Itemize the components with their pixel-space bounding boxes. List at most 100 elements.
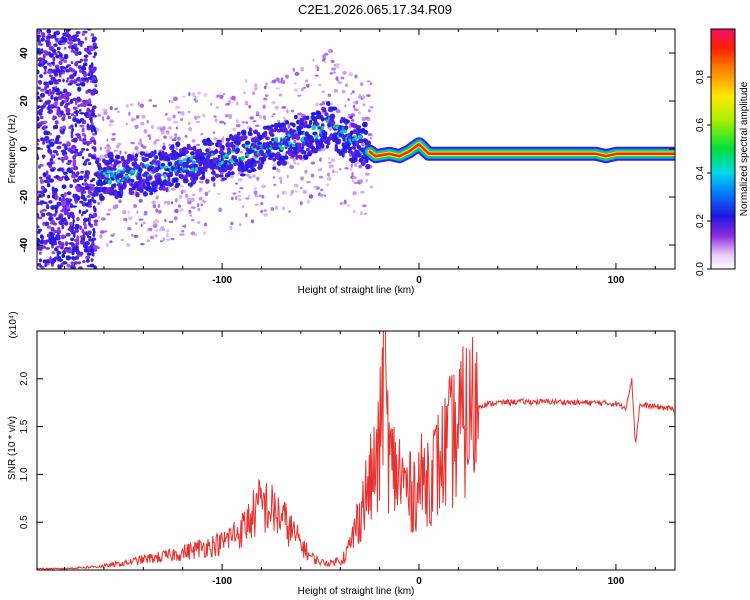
spectrogram-scatter-mark [187, 121, 191, 126]
spectrogram-noise-mark [59, 126, 64, 131]
spectrogram-scatter-mark [223, 121, 226, 125]
spectrogram-noise-mark [82, 141, 88, 145]
spectrogram-scatter-mark [215, 106, 220, 109]
spectrogram-noise-mark [86, 114, 92, 118]
spectrogram-noise-mark [78, 108, 82, 112]
spectrogram-noise-mark [65, 255, 72, 261]
spectrogram-band-mark [139, 187, 144, 194]
spectrogram-noise-mark [38, 57, 43, 62]
spectrogram-scatter-mark [97, 216, 101, 219]
spectrogram-noise-mark [63, 46, 67, 50]
spectrogram-noise-mark [65, 232, 71, 237]
spectrogram-scatter-mark [263, 213, 269, 217]
spectrogram-scatter-mark [358, 164, 362, 169]
spectrogram-noise-mark [69, 222, 73, 226]
spectrogram-scatter-mark [284, 74, 290, 79]
spectrogram-scatter-mark [329, 164, 334, 168]
spectrogram-noise-mark [48, 88, 52, 94]
spectrogram-scatter-mark [253, 86, 258, 91]
spectrogram-band-mark [296, 142, 302, 148]
spectrogram-scatter-mark [170, 237, 175, 241]
spectrogram-scatter-mark [109, 106, 113, 110]
spectrogram-ylabel: Frequency (Hz) [7, 115, 18, 184]
spectrogram-noise-mark [47, 110, 53, 114]
spectrogram-band-mark [283, 155, 289, 160]
spectrogram-noise-mark [79, 82, 83, 86]
spectrogram-scatter-mark [168, 99, 171, 103]
spectrogram-noise-mark [54, 100, 59, 105]
spectrogram-scatter-mark [314, 102, 320, 107]
spectrogram-noise-mark [91, 178, 96, 181]
spectrogram-scatter-mark [106, 138, 109, 142]
spectrogram-stable-band-red [368, 142, 675, 158]
spectrogram-scatter-mark [328, 48, 334, 54]
spectrogram-noise-mark [49, 256, 52, 262]
spectrogram-noise-mark [92, 80, 98, 84]
spectrogram-scatter-mark [181, 95, 186, 98]
spectrogram-noise-mark [82, 30, 88, 34]
spectrogram-scatter-mark [286, 174, 289, 179]
spectrogram-noise-mark [92, 199, 97, 204]
spectrogram-peak-mark [240, 155, 245, 161]
spectrogram-band-mark [212, 170, 216, 176]
spectrogram-plot [37, 29, 675, 269]
spectrogram-noise-mark [79, 225, 82, 230]
spectrogram-noise-mark [80, 43, 83, 48]
spectrogram-band-mark [301, 145, 305, 150]
spectrogram-scatter-mark [310, 173, 315, 178]
spectrogram-scatter-mark [97, 113, 102, 117]
spectrogram-scatter-mark [348, 153, 353, 157]
spectrogram-band-mark [294, 114, 298, 120]
spectrogram-scatter-mark [335, 109, 341, 114]
spectrogram-noise-mark [78, 68, 82, 74]
spectrogram-scatter-mark [137, 141, 143, 145]
spectrogram-noise-mark [46, 176, 51, 180]
spectrogram-scatter-mark [159, 240, 164, 243]
spectrogram-scatter-mark [360, 190, 365, 194]
spectrogram-band-mark [343, 149, 348, 154]
spectrogram-scatter-mark [197, 202, 200, 208]
spectrogram-scatter-mark [170, 201, 174, 205]
spectrogram-noise-mark [65, 162, 72, 166]
spectrogram-band-mark [172, 177, 179, 183]
spectrogram-noise-mark [37, 62, 43, 67]
spectrogram-noise-mark [50, 227, 55, 232]
spectrogram-scatter-mark [207, 190, 211, 193]
spectrogram-scatter-mark [99, 154, 104, 160]
spectrogram-scatter-mark [351, 171, 354, 176]
spectrogram-noise-mark [90, 119, 93, 124]
spectrogram-band-mark [270, 133, 275, 137]
spectrogram-scatter-mark [272, 176, 275, 179]
spectrogram-noise-mark [60, 209, 65, 213]
spectrogram-scatter-mark [232, 127, 237, 132]
spectrogram-band-mark [138, 167, 143, 173]
spectrogram-noise-mark [42, 56, 46, 62]
spectrogram-scatter-mark [179, 194, 183, 199]
spectrogram-noise-mark [49, 141, 55, 147]
spectrogram-scatter-mark [103, 111, 108, 115]
spectrogram-scatter-mark [369, 136, 373, 140]
spectrogram-scatter-mark [142, 145, 147, 149]
spectrogram-band-mark [285, 120, 290, 125]
spectrogram-scatter-mark [344, 167, 349, 170]
spectrogram-noise-mark [81, 210, 87, 215]
spectrogram-noise-mark [75, 255, 79, 260]
spectrogram-noise-mark [56, 46, 61, 51]
spectrogram-noise-mark [84, 248, 88, 251]
spectrogram-scatter-mark [118, 199, 122, 204]
spectrogram-scatter-mark [262, 115, 266, 120]
spectrogram-band-mark [115, 160, 122, 164]
spectrogram-band-mark [192, 145, 197, 152]
spectrogram-band-mark [112, 183, 117, 187]
spectrogram-xtick-label: 100 [608, 275, 625, 286]
spectrogram-scatter-mark [358, 93, 361, 97]
spectrogram-noise-mark [38, 251, 42, 255]
spectrogram-noise-mark [49, 138, 55, 142]
spectrogram-scatter-mark [230, 175, 234, 179]
spectrogram-noise-mark [63, 104, 69, 109]
spectrogram-scatter-mark [97, 201, 101, 206]
spectrogram-scatter-mark [297, 94, 302, 97]
spectrogram-noise-mark [91, 76, 97, 81]
spectrogram-scatter-mark [352, 191, 357, 196]
spectrogram-noise-mark [74, 152, 78, 157]
